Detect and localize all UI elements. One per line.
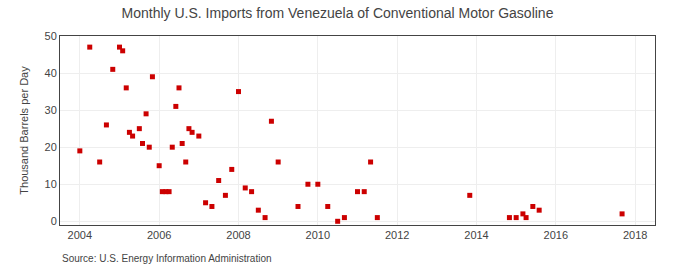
svg-text:0: 0: [51, 215, 57, 227]
svg-text:10: 10: [45, 178, 57, 190]
svg-text:Monthly U.S. Imports from Vene: Monthly U.S. Imports from Venezuela of C…: [122, 5, 554, 21]
svg-text:40: 40: [45, 67, 57, 79]
svg-text:20: 20: [45, 141, 57, 153]
svg-text:2008: 2008: [226, 229, 250, 241]
svg-text:2010: 2010: [306, 229, 330, 241]
svg-text:2012: 2012: [385, 229, 409, 241]
svg-text:Source: U.S. Energy Informatio: Source: U.S. Energy Information Administ…: [62, 253, 272, 264]
svg-text:30: 30: [45, 104, 57, 116]
svg-text:2016: 2016: [544, 229, 568, 241]
svg-text:2014: 2014: [464, 229, 488, 241]
svg-text:2006: 2006: [147, 229, 171, 241]
svg-text:2004: 2004: [68, 229, 92, 241]
svg-text:50: 50: [45, 30, 57, 42]
svg-text:Thousand Barrels per Day: Thousand Barrels per Day: [18, 66, 30, 195]
svg-text:2018: 2018: [623, 229, 647, 241]
